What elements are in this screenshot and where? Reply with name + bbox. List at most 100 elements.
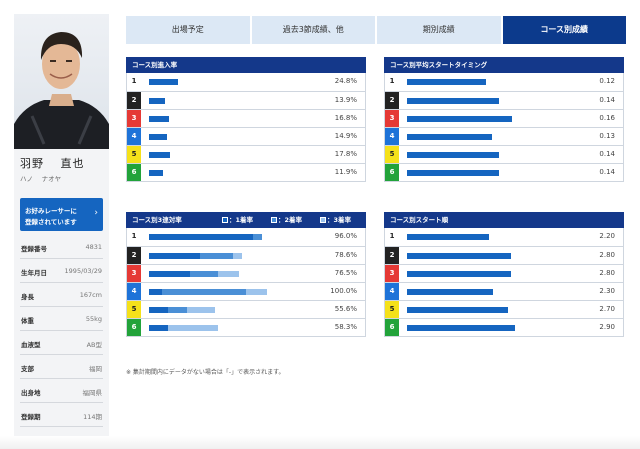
- table-row: 2 78.6%: [127, 246, 365, 264]
- bar-first: [149, 289, 162, 295]
- profile-row: 支部 福岡: [20, 356, 103, 379]
- top3-rate-panel: コース別3連対率 ：1着率 ：2着率 ：3着率 1 96.0% 2 78.6% 3 76.…: [126, 212, 366, 337]
- bar-second: [252, 234, 263, 240]
- table-row: 2 2.80: [385, 246, 623, 264]
- start-rank-rows: 1 2.20 2 2.80 3 2.80 4 2.30 5 2.70 6 2.90: [384, 228, 624, 337]
- lane-number: 6: [127, 164, 141, 181]
- row-value: 2.90: [599, 323, 615, 331]
- lane-number: 2: [385, 247, 399, 264]
- bar-track: [407, 79, 557, 85]
- bar-track: [149, 289, 299, 295]
- favorite-button-line1: お好みレーサーに: [25, 207, 77, 215]
- row-value: 17.8%: [334, 150, 357, 158]
- bar: [407, 307, 508, 313]
- row-value: 2.80: [599, 269, 615, 277]
- lane-number: 1: [385, 228, 399, 245]
- row-value: 55.6%: [334, 305, 357, 313]
- bar-first: [149, 271, 191, 277]
- bar-track: [407, 234, 557, 240]
- row-value: 100.0%: [330, 287, 357, 295]
- tab-entry-schedule[interactable]: 出場予定: [126, 16, 252, 44]
- bar: [407, 116, 512, 122]
- lane-number: 5: [385, 146, 399, 163]
- profile-key: 支部: [21, 365, 34, 373]
- lane-number: 3: [385, 110, 399, 127]
- lane-number: 2: [127, 92, 141, 109]
- racer-name: 羽野 直也: [20, 157, 85, 170]
- bar: [407, 271, 512, 277]
- bar-track: [407, 307, 557, 313]
- lane-number: 6: [385, 319, 399, 336]
- profile-key: 出身地: [21, 389, 41, 397]
- lane-number: 2: [127, 247, 141, 264]
- bar-track: [407, 134, 557, 140]
- bar-track: [149, 79, 299, 85]
- bar-track: [149, 116, 299, 122]
- row-value: 0.14: [599, 150, 615, 158]
- row-value: 0.12: [599, 77, 615, 85]
- table-row: 4 0.13: [385, 127, 623, 145]
- profile-row: 登録期 114期: [20, 404, 103, 427]
- profile-row: 出身地 福岡県: [20, 380, 103, 403]
- tab-term-results[interactable]: 期別成績: [377, 16, 503, 44]
- table-row: 3 16.8%: [127, 109, 365, 127]
- row-value: 2.80: [599, 251, 615, 259]
- profile-value: 1995/03/29: [64, 267, 102, 275]
- table-row: 1 24.8%: [127, 73, 365, 91]
- bar-track: [149, 98, 299, 104]
- legend-third: ：3着率: [320, 212, 351, 228]
- profile-row: 登録番号 4831: [20, 236, 103, 259]
- bar-track: [149, 134, 299, 140]
- table-row: 5 0.14: [385, 145, 623, 163]
- profile-value: 167cm: [79, 291, 102, 299]
- tab-recent-results[interactable]: 過去3節成績、他: [251, 16, 377, 44]
- table-row: 2 0.14: [385, 91, 623, 109]
- chevron-right-icon: ›: [94, 208, 98, 218]
- racer-photo: [14, 14, 109, 149]
- bar: [407, 325, 515, 331]
- table-row: 1 2.20: [385, 228, 623, 246]
- start-rank-panel: コース別スタート順 1 2.20 2 2.80 3 2.80 4 2.30 5 2.70 6 2.90: [384, 212, 624, 337]
- row-value: 0.13: [599, 132, 615, 140]
- lane-number: 6: [127, 319, 141, 336]
- lane-number: 4: [127, 283, 141, 300]
- profile-key: 登録番号: [21, 245, 47, 253]
- row-value: 24.8%: [334, 77, 357, 85]
- bar-first: [149, 325, 168, 331]
- entry-rate-rows: 1 24.8% 2 13.9% 3 16.8% 4 14.9% 5 17.8% 6 11.9%: [126, 73, 366, 182]
- profile-key: 体重: [21, 317, 34, 325]
- lane-number: 4: [385, 283, 399, 300]
- row-value: 58.3%: [334, 323, 357, 331]
- favorite-racer-button[interactable]: お好みレーサーに 登録されています ›: [20, 198, 103, 231]
- profile-key: 生年月日: [21, 269, 47, 277]
- row-value: 2.20: [599, 232, 615, 240]
- table-row: 5 17.8%: [127, 145, 365, 163]
- profile-value: 114期: [83, 413, 102, 421]
- lane-number: 1: [127, 73, 141, 90]
- profile-value: AB型: [86, 341, 102, 349]
- table-row: 4 14.9%: [127, 127, 365, 145]
- bar-track: [149, 152, 299, 158]
- start-timing-title: コース別平均スタートタイミング: [384, 57, 624, 73]
- bar-third: [218, 271, 240, 277]
- row-value: 0.14: [599, 96, 615, 104]
- lane-number: 4: [385, 128, 399, 145]
- bar: [149, 116, 169, 122]
- table-row: 4 2.30: [385, 282, 623, 300]
- top3-rate-title: コース別3連対率: [132, 216, 182, 224]
- footer-band: [0, 436, 640, 449]
- row-value: 2.70: [599, 305, 615, 313]
- bar-track: [149, 307, 299, 313]
- table-row: 1 96.0%: [127, 228, 365, 246]
- table-row: 2 13.9%: [127, 91, 365, 109]
- lane-number: 4: [127, 128, 141, 145]
- profile-value: 4831: [85, 243, 102, 251]
- bar: [149, 98, 166, 104]
- tab-course-results[interactable]: コース別成績: [502, 16, 626, 44]
- bar: [407, 152, 499, 158]
- bar-first: [149, 307, 168, 313]
- bar: [407, 98, 499, 104]
- tab-bar: 出場予定 過去3節成績、他 期別成績 コース別成績: [126, 16, 626, 44]
- favorite-button-line2: 登録されています: [25, 218, 77, 226]
- bar-track: [407, 325, 557, 331]
